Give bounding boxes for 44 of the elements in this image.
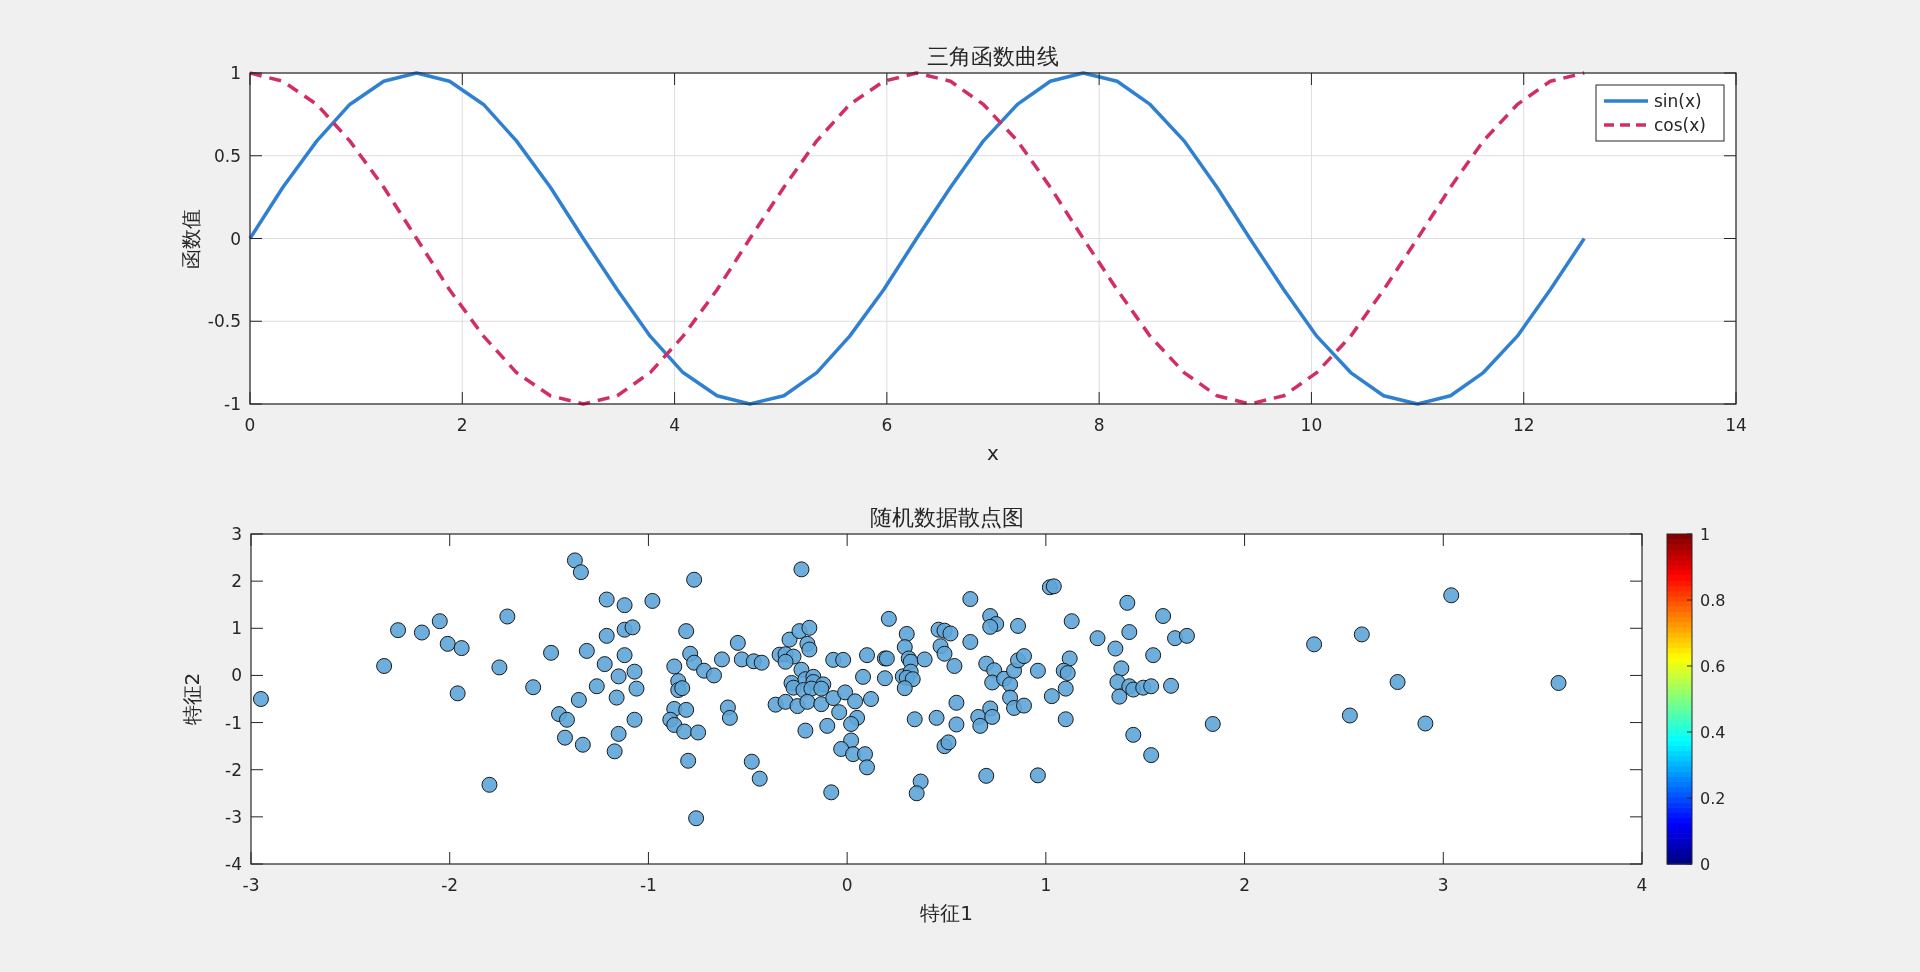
x-axis-title: x — [987, 441, 1000, 465]
y-tick-label: 0 — [230, 228, 241, 249]
y-tick-label: 1 — [231, 618, 242, 639]
line-series — [248, 71, 1586, 406]
y-tick-label: 1 — [230, 63, 241, 83]
x-tick-label: 1 — [1040, 875, 1052, 895]
y-axis-title: 函数值 — [179, 208, 203, 269]
x-tick-label: 4 — [669, 415, 680, 435]
x-tick-label: 0 — [244, 415, 256, 435]
color-bar-label: 0.6 — [1700, 657, 1726, 676]
legend-label: sin(x) — [1654, 91, 1702, 111]
y-tick-label: -3 — [225, 806, 242, 827]
x-tick-label: 3 — [1437, 875, 1449, 895]
y-tick-label: -1 — [225, 712, 242, 733]
y-tick-label: -0.5 — [207, 311, 241, 332]
y-tick-label: -2 — [225, 759, 242, 780]
x-tick-label: 4 — [1636, 875, 1648, 895]
legend-label: cos(x) — [1654, 115, 1706, 135]
x-axis-title: 特征1 — [920, 901, 973, 925]
color-bar-label: 0.8 — [1700, 591, 1726, 610]
color-bar-label: 0.2 — [1700, 789, 1726, 808]
y-tick-label: 0.5 — [213, 145, 241, 166]
x-tick-label: 10 — [1300, 415, 1323, 435]
x-tick-label: 8 — [1093, 415, 1105, 435]
colorbar: 0 0.2 0.4 0.6 0.8 1 — [1666, 525, 1726, 874]
chart-title: 三角函数曲线 — [927, 44, 1059, 69]
x-tick-label: 2 — [1239, 875, 1250, 895]
y-tick-label: 0 — [231, 665, 242, 686]
y-tick-label: 2 — [231, 571, 242, 592]
x-tick-label: -2 — [441, 875, 459, 895]
y-tick-label: 3 — [231, 524, 242, 544]
y-axis-title: 特征2 — [180, 672, 204, 726]
x-tick-label: 6 — [881, 415, 893, 435]
x-tick-label: 0 — [841, 875, 853, 895]
chart-title: 随机数据散点图 — [869, 505, 1024, 530]
x-tick-label: 2 — [456, 415, 468, 435]
x-tick-label: 14 — [1725, 415, 1747, 435]
x-tick-label: 12 — [1512, 415, 1535, 435]
x-tick-label: -1 — [639, 875, 657, 895]
color-bar-label: 0.4 — [1700, 723, 1726, 742]
y-tick-label: -1 — [224, 394, 241, 414]
y-tick-label: -4 — [225, 854, 242, 874]
color-bar-label: 1 — [1700, 525, 1711, 544]
color-bar-label: 0 — [1700, 855, 1711, 874]
